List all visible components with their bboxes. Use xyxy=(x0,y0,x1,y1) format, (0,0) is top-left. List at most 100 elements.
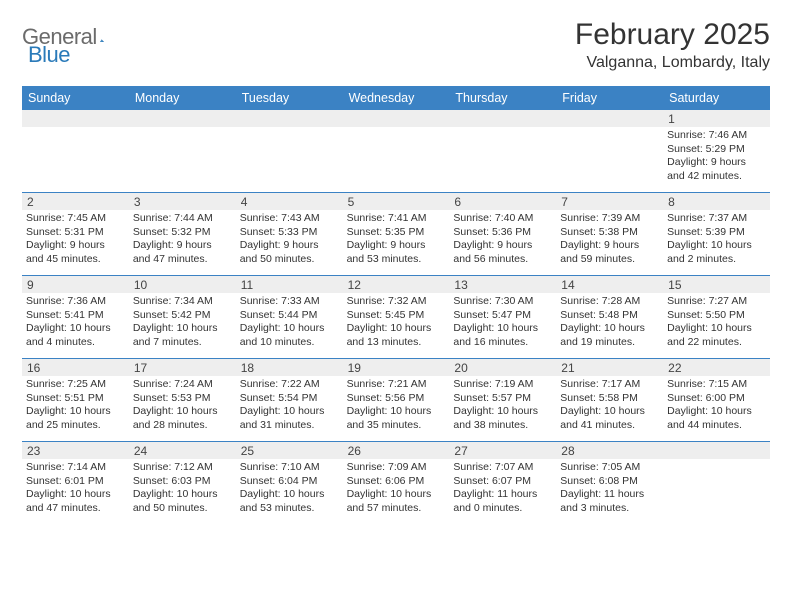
sunset-text: Sunset: 5:38 PM xyxy=(560,226,659,240)
sunrise-text: Sunrise: 7:25 AM xyxy=(26,378,125,392)
day-number: 24 xyxy=(129,442,236,459)
day-number: 16 xyxy=(22,359,129,376)
daylight-text: Daylight: 11 hours and 3 minutes. xyxy=(560,488,659,515)
day-number: 11 xyxy=(236,276,343,293)
day-number: 15 xyxy=(663,276,770,293)
calendar-day-empty xyxy=(449,110,556,192)
day-number: 5 xyxy=(343,193,450,210)
sunset-text: Sunset: 6:08 PM xyxy=(560,475,659,489)
day-details: Sunrise: 7:05 AMSunset: 6:08 PMDaylight:… xyxy=(556,459,663,522)
sunrise-text: Sunrise: 7:43 AM xyxy=(240,212,339,226)
day-details xyxy=(22,127,129,135)
daylight-text: Daylight: 10 hours and 28 minutes. xyxy=(133,405,232,432)
sunrise-text: Sunrise: 7:30 AM xyxy=(453,295,552,309)
daylight-text: Daylight: 10 hours and 38 minutes. xyxy=(453,405,552,432)
logo-word-blue: Blue xyxy=(28,42,70,67)
daylight-text: Daylight: 10 hours and 25 minutes. xyxy=(26,405,125,432)
calendar-day: 6Sunrise: 7:40 AMSunset: 5:36 PMDaylight… xyxy=(449,193,556,275)
day-number xyxy=(343,110,450,127)
daylight-text: Daylight: 9 hours and 53 minutes. xyxy=(347,239,446,266)
calendar-day: 5Sunrise: 7:41 AMSunset: 5:35 PMDaylight… xyxy=(343,193,450,275)
calendar-day: 9Sunrise: 7:36 AMSunset: 5:41 PMDaylight… xyxy=(22,276,129,358)
day-details: Sunrise: 7:21 AMSunset: 5:56 PMDaylight:… xyxy=(343,376,450,439)
calendar-week: 16Sunrise: 7:25 AMSunset: 5:51 PMDayligh… xyxy=(22,358,770,441)
sunrise-text: Sunrise: 7:24 AM xyxy=(133,378,232,392)
day-details: Sunrise: 7:27 AMSunset: 5:50 PMDaylight:… xyxy=(663,293,770,356)
sunrise-text: Sunrise: 7:15 AM xyxy=(667,378,766,392)
day-number: 2 xyxy=(22,193,129,210)
sunset-text: Sunset: 6:04 PM xyxy=(240,475,339,489)
day-details: Sunrise: 7:17 AMSunset: 5:58 PMDaylight:… xyxy=(556,376,663,439)
sunrise-text: Sunrise: 7:32 AM xyxy=(347,295,446,309)
day-number xyxy=(129,110,236,127)
calendar-day: 7Sunrise: 7:39 AMSunset: 5:38 PMDaylight… xyxy=(556,193,663,275)
calendar-day: 12Sunrise: 7:32 AMSunset: 5:45 PMDayligh… xyxy=(343,276,450,358)
daylight-text: Daylight: 10 hours and 19 minutes. xyxy=(560,322,659,349)
dow-friday: Friday xyxy=(556,86,663,110)
daylight-text: Daylight: 10 hours and 4 minutes. xyxy=(26,322,125,349)
calendar-week: 2Sunrise: 7:45 AMSunset: 5:31 PMDaylight… xyxy=(22,192,770,275)
day-number: 9 xyxy=(22,276,129,293)
sunset-text: Sunset: 5:35 PM xyxy=(347,226,446,240)
sunset-text: Sunset: 5:48 PM xyxy=(560,309,659,323)
day-number: 6 xyxy=(449,193,556,210)
calendar-day: 27Sunrise: 7:07 AMSunset: 6:07 PMDayligh… xyxy=(449,442,556,524)
daylight-text: Daylight: 10 hours and 41 minutes. xyxy=(560,405,659,432)
day-number: 22 xyxy=(663,359,770,376)
day-details: Sunrise: 7:41 AMSunset: 5:35 PMDaylight:… xyxy=(343,210,450,273)
daylight-text: Daylight: 10 hours and 10 minutes. xyxy=(240,322,339,349)
day-details: Sunrise: 7:34 AMSunset: 5:42 PMDaylight:… xyxy=(129,293,236,356)
day-details: Sunrise: 7:44 AMSunset: 5:32 PMDaylight:… xyxy=(129,210,236,273)
sunrise-text: Sunrise: 7:34 AM xyxy=(133,295,232,309)
dow-thursday: Thursday xyxy=(449,86,556,110)
calendar-day: 4Sunrise: 7:43 AMSunset: 5:33 PMDaylight… xyxy=(236,193,343,275)
day-number: 3 xyxy=(129,193,236,210)
calendar-page: General February 2025 Valganna, Lombardy… xyxy=(0,0,792,534)
sunrise-text: Sunrise: 7:19 AM xyxy=(453,378,552,392)
dow-sunday: Sunday xyxy=(22,86,129,110)
daylight-text: Daylight: 10 hours and 47 minutes. xyxy=(26,488,125,515)
day-details: Sunrise: 7:37 AMSunset: 5:39 PMDaylight:… xyxy=(663,210,770,273)
calendar-day-empty xyxy=(556,110,663,192)
day-number: 17 xyxy=(129,359,236,376)
calendar-day-empty xyxy=(343,110,450,192)
daylight-text: Daylight: 10 hours and 7 minutes. xyxy=(133,322,232,349)
daylight-text: Daylight: 10 hours and 2 minutes. xyxy=(667,239,766,266)
day-number xyxy=(663,442,770,459)
sunrise-text: Sunrise: 7:28 AM xyxy=(560,295,659,309)
calendar-day-empty xyxy=(663,442,770,524)
day-details xyxy=(556,127,663,135)
day-details: Sunrise: 7:28 AMSunset: 5:48 PMDaylight:… xyxy=(556,293,663,356)
calendar-grid: Sunday Monday Tuesday Wednesday Thursday… xyxy=(22,86,770,524)
calendar-day-empty xyxy=(236,110,343,192)
sunset-text: Sunset: 5:44 PM xyxy=(240,309,339,323)
calendar-week: 9Sunrise: 7:36 AMSunset: 5:41 PMDaylight… xyxy=(22,275,770,358)
sunrise-text: Sunrise: 7:44 AM xyxy=(133,212,232,226)
day-details: Sunrise: 7:12 AMSunset: 6:03 PMDaylight:… xyxy=(129,459,236,522)
calendar-day: 23Sunrise: 7:14 AMSunset: 6:01 PMDayligh… xyxy=(22,442,129,524)
sunrise-text: Sunrise: 7:09 AM xyxy=(347,461,446,475)
daylight-text: Daylight: 10 hours and 44 minutes. xyxy=(667,405,766,432)
daylight-text: Daylight: 10 hours and 31 minutes. xyxy=(240,405,339,432)
sunrise-text: Sunrise: 7:14 AM xyxy=(26,461,125,475)
sunrise-text: Sunrise: 7:40 AM xyxy=(453,212,552,226)
daylight-text: Daylight: 10 hours and 22 minutes. xyxy=(667,322,766,349)
sunrise-text: Sunrise: 7:05 AM xyxy=(560,461,659,475)
sunrise-text: Sunrise: 7:27 AM xyxy=(667,295,766,309)
day-number xyxy=(556,110,663,127)
daylight-text: Daylight: 10 hours and 57 minutes. xyxy=(347,488,446,515)
day-details: Sunrise: 7:25 AMSunset: 5:51 PMDaylight:… xyxy=(22,376,129,439)
dow-wednesday: Wednesday xyxy=(343,86,450,110)
dow-saturday: Saturday xyxy=(663,86,770,110)
daylight-text: Daylight: 11 hours and 0 minutes. xyxy=(453,488,552,515)
sunset-text: Sunset: 5:29 PM xyxy=(667,143,766,157)
sunset-text: Sunset: 5:39 PM xyxy=(667,226,766,240)
day-number: 26 xyxy=(343,442,450,459)
sunset-text: Sunset: 5:53 PM xyxy=(133,392,232,406)
daylight-text: Daylight: 9 hours and 59 minutes. xyxy=(560,239,659,266)
day-details: Sunrise: 7:46 AMSunset: 5:29 PMDaylight:… xyxy=(663,127,770,190)
day-number: 8 xyxy=(663,193,770,210)
calendar-day: 24Sunrise: 7:12 AMSunset: 6:03 PMDayligh… xyxy=(129,442,236,524)
sunrise-text: Sunrise: 7:46 AM xyxy=(667,129,766,143)
day-number: 1 xyxy=(663,110,770,127)
